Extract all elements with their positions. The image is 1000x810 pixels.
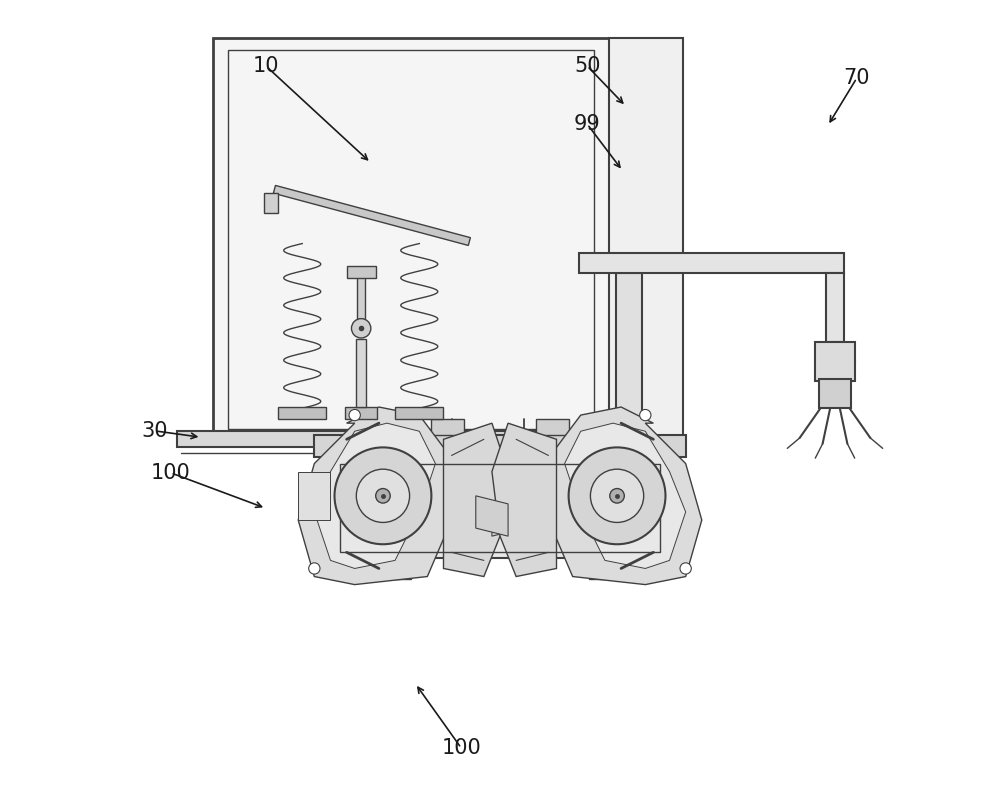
Bar [826, 274, 844, 342]
Bar [616, 274, 642, 431]
Text: 99: 99 [574, 114, 601, 134]
Polygon shape [492, 423, 557, 577]
Polygon shape [298, 407, 452, 585]
Polygon shape [492, 496, 524, 536]
Circle shape [590, 469, 644, 522]
Circle shape [376, 488, 390, 503]
Bar [819, 379, 851, 408]
Polygon shape [548, 407, 702, 585]
Bar [815, 342, 855, 381]
Circle shape [351, 318, 371, 338]
Bar [395, 407, 443, 419]
Bar [314, 435, 686, 458]
Circle shape [309, 563, 320, 574]
Text: 70: 70 [844, 68, 870, 88]
Bar [605, 471, 637, 520]
Text: 30: 30 [141, 421, 168, 441]
Bar [431, 419, 464, 435]
Bar [347, 266, 376, 279]
Circle shape [335, 447, 431, 544]
Bar [228, 50, 594, 429]
Polygon shape [443, 423, 508, 577]
Bar [356, 339, 366, 407]
Circle shape [640, 409, 651, 420]
Circle shape [349, 409, 360, 420]
Bar [589, 556, 637, 578]
Text: 100: 100 [151, 463, 191, 483]
Circle shape [356, 469, 410, 522]
Bar [340, 464, 660, 552]
Circle shape [680, 563, 691, 574]
Bar [335, 458, 665, 558]
Bar [536, 419, 569, 435]
Text: 100: 100 [441, 738, 481, 758]
Circle shape [569, 447, 665, 544]
Polygon shape [565, 423, 686, 569]
Bar [298, 471, 330, 520]
Bar [278, 407, 326, 419]
Polygon shape [476, 496, 508, 536]
Text: 50: 50 [574, 56, 600, 76]
Bar [357, 275, 365, 318]
Polygon shape [273, 185, 470, 245]
Bar [609, 38, 683, 441]
Circle shape [610, 488, 624, 503]
Bar [264, 194, 278, 213]
Bar [177, 431, 637, 447]
Bar [213, 38, 609, 441]
Text: 10: 10 [253, 56, 279, 76]
Bar [363, 556, 411, 578]
Bar [345, 407, 377, 419]
Polygon shape [314, 423, 435, 569]
Bar [579, 254, 844, 274]
